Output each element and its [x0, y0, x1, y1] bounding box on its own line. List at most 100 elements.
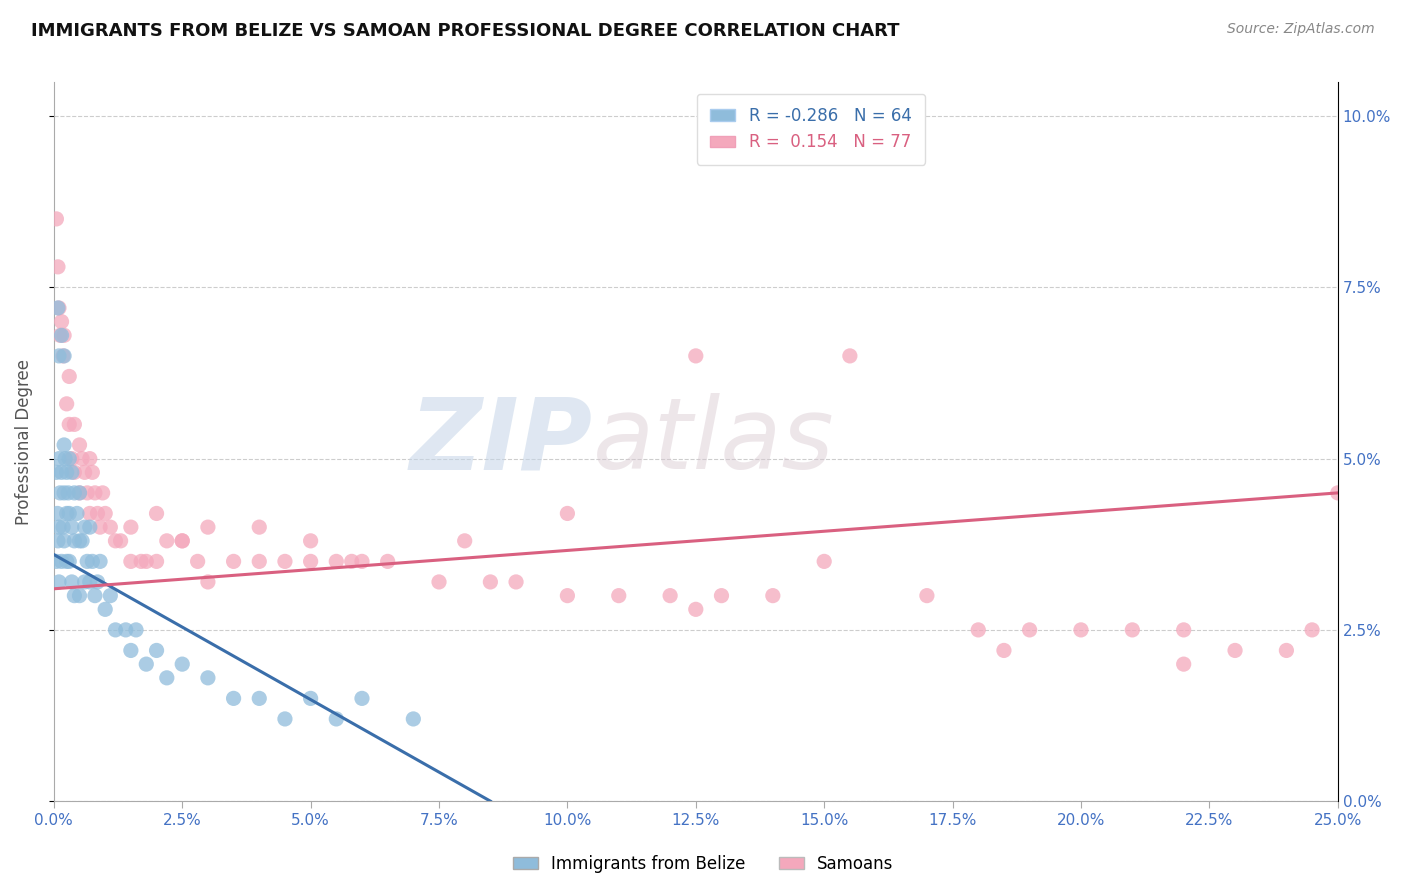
- Point: [60, 520, 83, 534]
- Point: [84, 589, 107, 603]
- Point: [53, 451, 76, 466]
- Point: [48, 301, 70, 315]
- Point: [66, 507, 89, 521]
- Point: [53, 328, 76, 343]
- Point: [222, 554, 245, 568]
- Point: [402, 712, 425, 726]
- Point: [104, 623, 127, 637]
- Point: [48, 520, 70, 534]
- Point: [1223, 643, 1246, 657]
- Point: [76, 554, 98, 568]
- Point: [915, 589, 938, 603]
- Point: [427, 574, 450, 589]
- Point: [156, 533, 179, 548]
- Point: [46, 507, 69, 521]
- Point: [82, 554, 104, 568]
- Point: [710, 589, 733, 603]
- Point: [46, 301, 69, 315]
- Point: [58, 451, 80, 466]
- Point: [49, 486, 72, 500]
- Point: [350, 554, 373, 568]
- Point: [69, 533, 91, 548]
- Point: [73, 466, 96, 480]
- Point: [607, 589, 630, 603]
- Point: [377, 554, 399, 568]
- Point: [48, 451, 70, 466]
- Point: [129, 554, 152, 568]
- Point: [53, 438, 76, 452]
- Point: [172, 533, 194, 548]
- Point: [51, 328, 73, 343]
- Text: ZIP: ZIP: [411, 393, 593, 490]
- Point: [55, 507, 77, 521]
- Point: [156, 671, 179, 685]
- Point: [86, 574, 108, 589]
- Point: [325, 554, 347, 568]
- Point: [685, 349, 707, 363]
- Point: [45, 554, 67, 568]
- Point: [1018, 623, 1040, 637]
- Point: [69, 438, 91, 452]
- Point: [55, 397, 77, 411]
- Point: [274, 712, 297, 726]
- Point: [145, 643, 167, 657]
- Point: [84, 486, 107, 500]
- Point: [299, 533, 322, 548]
- Point: [48, 574, 70, 589]
- Point: [967, 623, 990, 637]
- Point: [73, 574, 96, 589]
- Point: [45, 211, 67, 226]
- Point: [53, 533, 76, 548]
- Point: [104, 533, 127, 548]
- Point: [197, 574, 219, 589]
- Point: [557, 507, 579, 521]
- Point: [247, 554, 270, 568]
- Point: [299, 554, 322, 568]
- Point: [58, 554, 80, 568]
- Point: [51, 466, 73, 480]
- Point: [86, 507, 108, 521]
- Point: [1173, 623, 1195, 637]
- Point: [135, 657, 157, 672]
- Legend: Immigrants from Belize, Samoans: Immigrants from Belize, Samoans: [506, 848, 900, 880]
- Point: [1070, 623, 1092, 637]
- Point: [55, 466, 77, 480]
- Point: [82, 466, 104, 480]
- Point: [1275, 643, 1298, 657]
- Point: [98, 520, 121, 534]
- Point: [70, 451, 93, 466]
- Point: [813, 554, 835, 568]
- Point: [58, 417, 80, 432]
- Point: [325, 712, 347, 726]
- Point: [52, 349, 75, 363]
- Point: [79, 451, 101, 466]
- Point: [120, 643, 142, 657]
- Point: [762, 589, 785, 603]
- Point: [69, 589, 91, 603]
- Legend: R = -0.286   N = 64, R =  0.154   N = 77: R = -0.286 N = 64, R = 0.154 N = 77: [697, 94, 925, 165]
- Point: [1173, 657, 1195, 672]
- Point: [76, 486, 98, 500]
- Point: [58, 507, 80, 521]
- Point: [659, 589, 682, 603]
- Point: [350, 691, 373, 706]
- Point: [45, 466, 67, 480]
- Point: [53, 486, 76, 500]
- Point: [187, 554, 209, 568]
- Point: [63, 466, 86, 480]
- Point: [60, 451, 83, 466]
- Point: [172, 657, 194, 672]
- Point: [299, 691, 322, 706]
- Point: [60, 466, 83, 480]
- Point: [135, 554, 157, 568]
- Point: [53, 349, 76, 363]
- Point: [993, 643, 1015, 657]
- Point: [89, 554, 111, 568]
- Point: [48, 349, 70, 363]
- Point: [91, 486, 114, 500]
- Point: [51, 315, 73, 329]
- Text: atlas: atlas: [593, 393, 835, 490]
- Point: [247, 691, 270, 706]
- Point: [94, 602, 117, 616]
- Y-axis label: Professional Degree: Professional Degree: [15, 359, 32, 524]
